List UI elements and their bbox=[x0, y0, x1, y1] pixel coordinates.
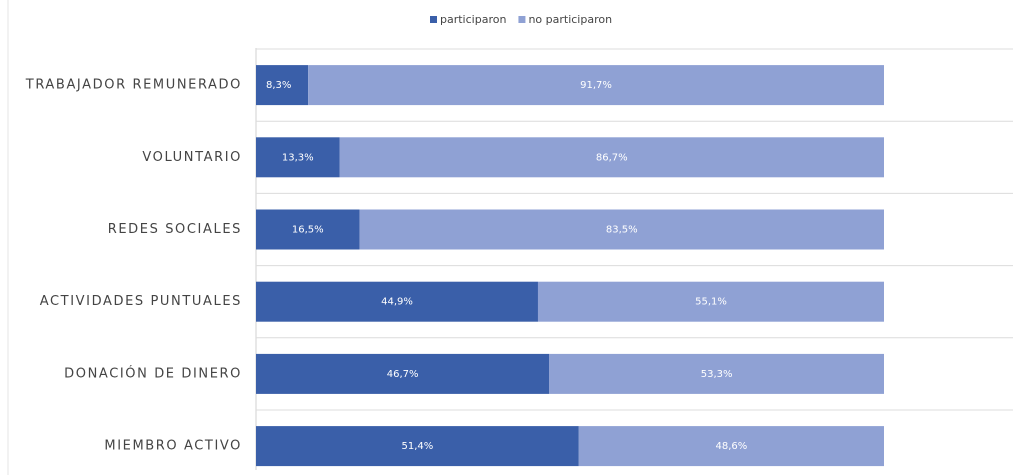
value-label: 86,7% bbox=[596, 152, 628, 163]
value-label: 53,3% bbox=[701, 369, 733, 380]
bar-segment bbox=[256, 281, 538, 322]
bar-segment bbox=[549, 353, 884, 394]
bar-segment bbox=[256, 426, 579, 467]
value-label: 91,7% bbox=[580, 80, 612, 91]
legend-label: no participaron bbox=[528, 13, 612, 26]
value-label: 55,1% bbox=[695, 297, 727, 308]
y-tick-label: ACTIVIDADES PUNTUALES bbox=[40, 294, 242, 309]
value-label: 51,4% bbox=[402, 441, 434, 452]
value-label: 16,5% bbox=[292, 225, 324, 236]
value-label: 44,9% bbox=[381, 297, 413, 308]
legend-swatch bbox=[430, 16, 437, 23]
value-label: 13,3% bbox=[282, 152, 314, 163]
y-tick-label: TRABAJADOR REMUNERADO bbox=[25, 78, 242, 93]
bar-segment bbox=[256, 209, 360, 250]
bar-segment bbox=[359, 209, 884, 250]
value-label: 48,6% bbox=[716, 441, 748, 452]
y-tick-label: DONACIÓN DE DINERO bbox=[64, 365, 242, 381]
bar-segment bbox=[339, 137, 884, 178]
bar-segment bbox=[308, 65, 884, 106]
value-label: 83,5% bbox=[606, 225, 638, 236]
legend-label: participaron bbox=[440, 13, 506, 26]
bar-segment bbox=[578, 426, 884, 467]
y-tick-label: REDES SOCIALES bbox=[108, 222, 242, 237]
bar-segment bbox=[256, 65, 309, 106]
value-label: 46,7% bbox=[387, 369, 419, 380]
bar-segment bbox=[256, 353, 550, 394]
y-tick-label: VOLUNTARIO bbox=[142, 150, 242, 165]
bar-segment bbox=[256, 137, 340, 178]
y-tick-label: MIEMBRO ACTIVO bbox=[104, 439, 242, 454]
bar-segment bbox=[537, 281, 884, 322]
legend-swatch bbox=[518, 16, 526, 23]
value-label: 8,3% bbox=[266, 80, 291, 91]
